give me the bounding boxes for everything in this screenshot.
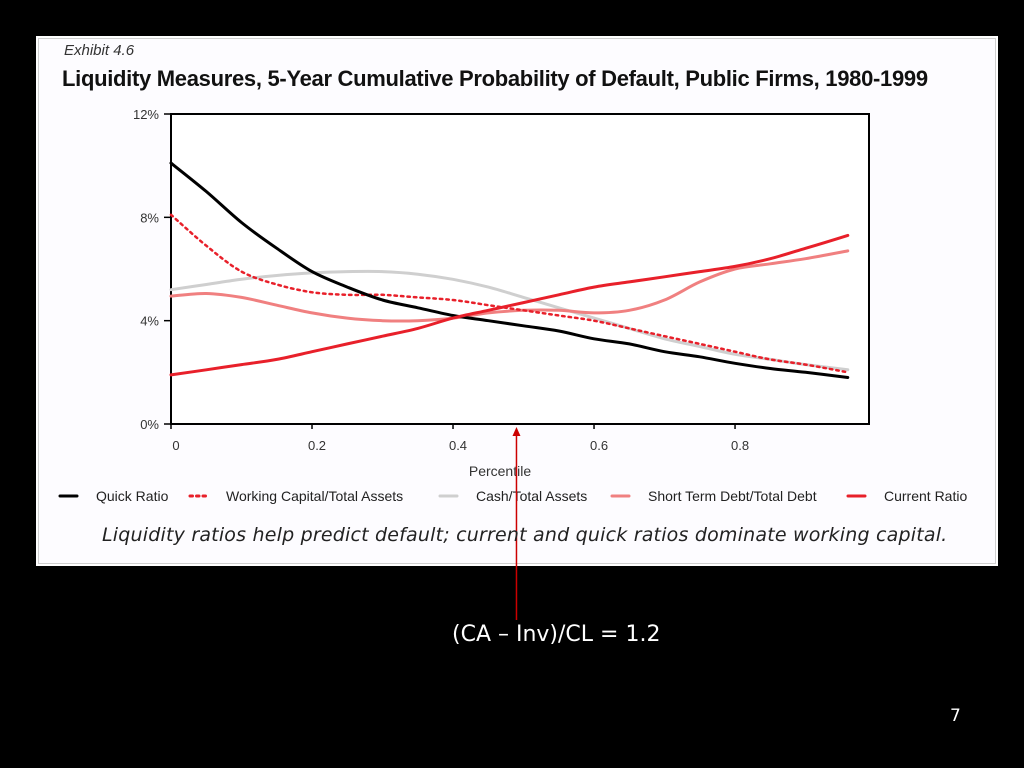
chart-caption: Liquidity ratios help predict default; c… <box>102 524 948 546</box>
slide-number: 7 <box>950 706 961 726</box>
chart-title: Liquidity Measures, 5-Year Cumulative Pr… <box>62 66 928 91</box>
x-tick-label: 0.4 <box>449 438 467 453</box>
y-tick-label: 0% <box>140 417 159 432</box>
legend-label: Quick Ratio <box>96 488 169 504</box>
series-line-short-term-debt-total-debt <box>169 249 850 323</box>
y-tick-label: 12% <box>133 107 159 122</box>
y-tick-label: 4% <box>140 314 159 329</box>
legend-label: Current Ratio <box>884 488 967 504</box>
exhibit-label: Exhibit 4.6 <box>64 42 135 59</box>
annotation-pointer <box>512 427 521 620</box>
series-lines <box>169 161 850 379</box>
x-tick-label: 0.6 <box>590 438 608 453</box>
axes: 0% 4% 8% 12% 0 0.2 0.4 0.6 0.8 Percentile <box>133 107 870 479</box>
annotation-label: (CA – Inv)/CL = 1.2 <box>452 622 661 647</box>
series-line-current-ratio <box>169 233 850 377</box>
plot-frame <box>170 113 870 425</box>
legend-label: Working Capital/Total Assets <box>226 488 403 504</box>
series-line-quick-ratio <box>169 161 850 379</box>
legend: Quick Ratio Working Capital/Total Assets C… <box>58 488 967 504</box>
y-tick-label: 8% <box>140 210 159 225</box>
x-tick-label: 0.2 <box>308 438 326 453</box>
legend-label: Cash/Total Assets <box>476 488 587 504</box>
annotation-arrow-head <box>512 427 521 436</box>
x-axis-label: Percentile <box>469 463 531 479</box>
x-tick-label: 0 <box>172 438 179 453</box>
x-tick-label: 0.8 <box>731 438 749 453</box>
series-line-cash-total-assets <box>169 269 850 372</box>
legend-label: Short Term Debt/Total Debt <box>648 488 817 504</box>
